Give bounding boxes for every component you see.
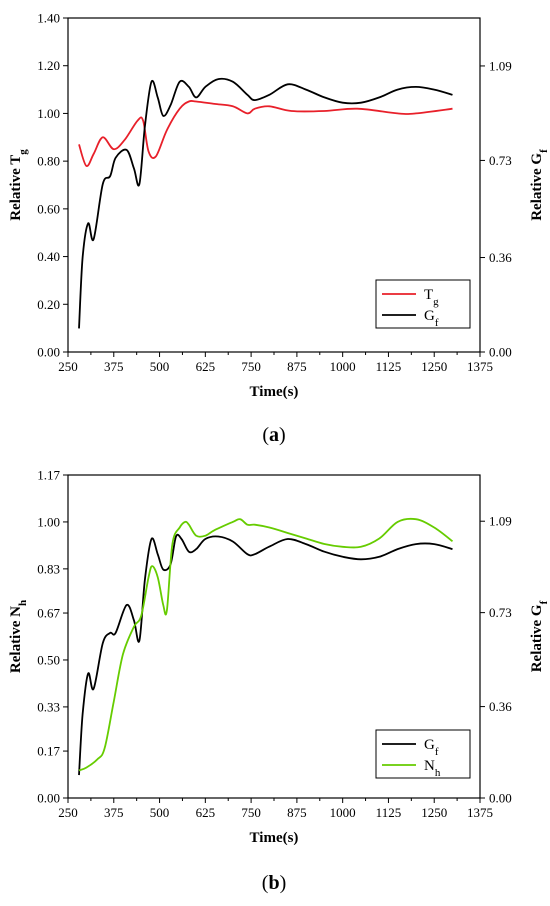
x-tick-label: 750: [241, 359, 261, 374]
legend-label-base: G: [424, 737, 435, 753]
series-line-nh: [78, 517, 454, 772]
y-right-axis-label-base: Relative G: [529, 153, 545, 221]
y-right-axis-label: Relative Gf: [529, 600, 550, 672]
y-left-tick-label: 0.00: [37, 791, 60, 806]
x-axis-label: Time(s): [250, 384, 299, 400]
caption-close: ): [280, 872, 287, 894]
y-left-tick-label: 0.00: [37, 345, 60, 360]
y-right-tick-label: 0.73: [489, 605, 512, 620]
legend-label: Gf: [424, 737, 439, 758]
legend-label-base: T: [424, 287, 433, 303]
y-left-tick-label: 0.20: [37, 297, 60, 312]
panel-caption: (b): [262, 872, 286, 894]
x-tick-label: 1000: [330, 359, 356, 374]
x-tick-label: 1375: [467, 805, 493, 820]
x-tick-label: 625: [196, 359, 216, 374]
x-tick-label: 875: [287, 359, 307, 374]
caption-open: (: [262, 424, 269, 446]
y-right-axis-label: Relative Gf: [529, 149, 550, 221]
x-tick-label: 1250: [421, 359, 447, 374]
x-tick-label: 250: [58, 805, 78, 820]
y-left-tick-label: 0.60: [37, 201, 60, 216]
y-left-tick-label: 0.17: [37, 744, 60, 759]
y-left-tick-label: 1.40: [37, 11, 60, 26]
y-left-tick-label: 1.20: [37, 58, 60, 73]
x-tick-label: 1375: [467, 359, 493, 374]
x-tick-label: 375: [104, 805, 124, 820]
y-left-axis-label-sub: h: [17, 600, 29, 606]
y-right-tick-label: 0.00: [489, 345, 512, 360]
x-tick-label: 375: [104, 359, 124, 374]
chart-panel-a: 250 375 500 625 750 875 1000 1125 1250 13750.000.…: [8, 11, 550, 447]
x-tick-label: 500: [150, 359, 170, 374]
caption-letter: a: [269, 424, 279, 446]
x-tick-label: 500: [150, 805, 170, 820]
y-left-tick-label: 0.83: [37, 561, 60, 576]
y-left-tick-label: 0.67: [37, 606, 60, 621]
x-tick-label: 1000: [330, 805, 356, 820]
y-right-axis-label-base: Relative G: [529, 604, 545, 672]
y-left-tick-label: 0.33: [37, 699, 60, 714]
legend-box: [375, 279, 471, 329]
y-right-axis-label-sub: f: [538, 149, 550, 153]
y-left-axis-label-sub: g: [17, 149, 29, 155]
legend-label-sub: h: [435, 767, 441, 779]
y-right-tick-label: 0.00: [489, 791, 512, 806]
legend-box: [375, 729, 471, 779]
legend-label: Gf: [424, 308, 439, 329]
caption-letter: b: [268, 872, 279, 894]
legend-label: Nh: [424, 758, 441, 779]
legend-label: Tg: [424, 287, 439, 308]
y-right-tick-label: 1.09: [489, 514, 512, 529]
panel-caption: (a): [262, 424, 285, 446]
x-tick-label: 1250: [421, 805, 447, 820]
caption-open: (: [262, 872, 269, 894]
caption-close: ): [279, 424, 286, 446]
y-left-axis-label-base: Relative T: [8, 155, 24, 221]
x-tick-label: 1125: [376, 805, 402, 820]
legend-label-sub: f: [435, 746, 439, 758]
y-right-tick-label: 1.09: [489, 58, 512, 73]
x-tick-label: 875: [287, 805, 307, 820]
y-left-tick-label: 1.00: [37, 106, 60, 121]
y-left-tick-label: 1.17: [37, 468, 60, 483]
y-right-tick-label: 0.36: [489, 250, 512, 265]
y-right-tick-label: 0.36: [489, 699, 512, 714]
y-right-tick-label: 0.73: [489, 153, 512, 168]
series-line-gf: [78, 533, 453, 776]
x-tick-label: 250: [58, 359, 78, 374]
x-tick-label: 625: [196, 805, 216, 820]
y-left-axis-label-base: Relative N: [8, 606, 24, 673]
y-left-tick-label: 0.40: [37, 249, 60, 264]
x-tick-label: 1125: [376, 359, 402, 374]
legend-label-sub: g: [433, 296, 439, 308]
legend-label-base: G: [424, 308, 435, 324]
y-left-tick-label: 1.00: [37, 514, 60, 529]
y-left-axis-label: Relative Tg: [8, 149, 29, 221]
y-left-tick-label: 0.50: [37, 652, 60, 667]
series-line-tg: [78, 99, 453, 167]
y-left-axis-label: Relative Nh: [8, 600, 29, 673]
x-tick-label: 750: [241, 805, 261, 820]
chart-panel-b: 250 375 500 625 750 875 1000 1125 1250 13750.000.…: [8, 468, 550, 895]
x-axis-label: Time(s): [250, 830, 299, 846]
series-line-gf: [78, 77, 453, 329]
legend-label-base: N: [424, 758, 435, 774]
legend-label-sub: f: [435, 317, 439, 329]
y-left-tick-label: 0.80: [37, 154, 60, 169]
y-right-axis-label-sub: f: [538, 600, 550, 604]
